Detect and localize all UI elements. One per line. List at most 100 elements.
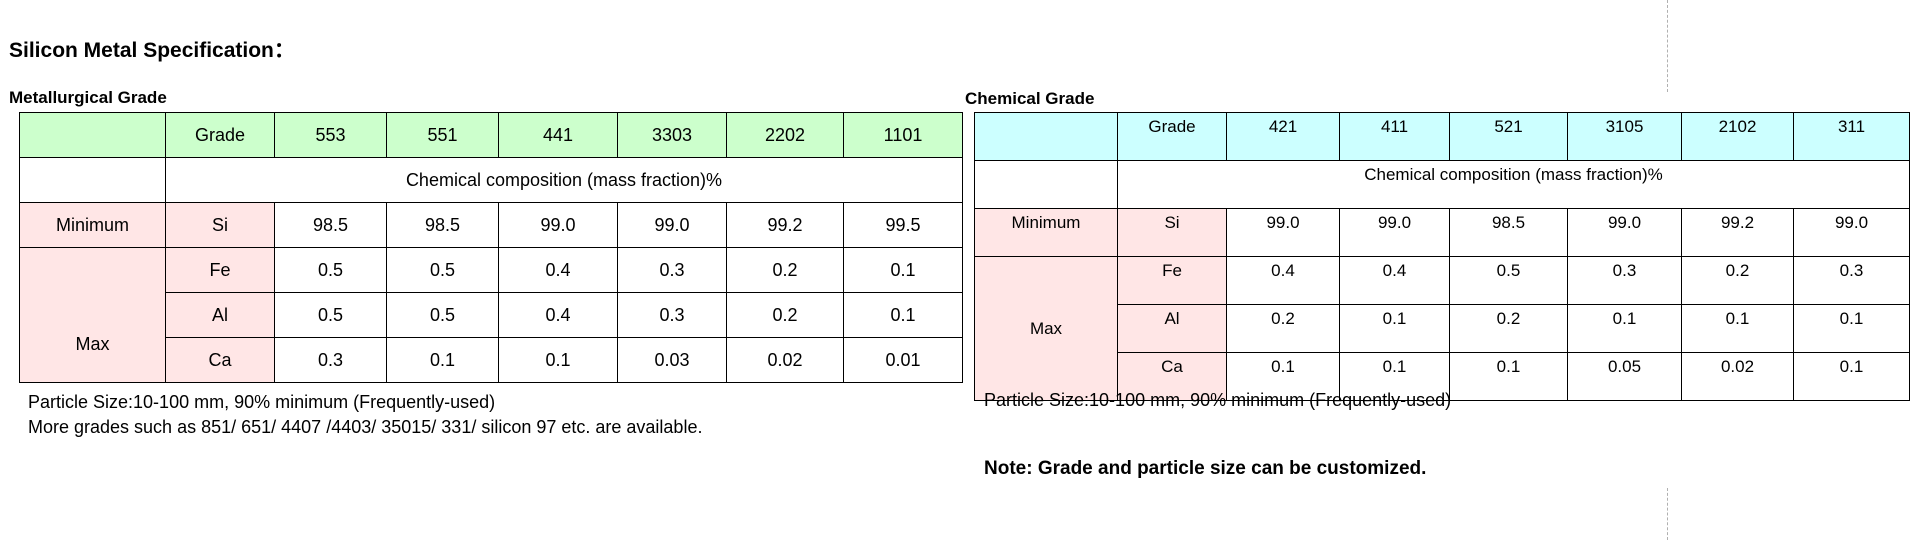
value-cell: 0.5 <box>1449 256 1568 305</box>
value-cell: 0.1 <box>1339 352 1450 401</box>
value-cell: 0.5 <box>386 292 499 338</box>
table-header-row: Grade 553 551 441 3303 2202 1101 <box>19 112 963 158</box>
chemical-grade-title: Chemical Grade <box>965 89 1095 108</box>
grade-cell: 3303 <box>617 112 727 158</box>
value-cell: 0.4 <box>1339 256 1450 305</box>
value-cell: 0.3 <box>1567 256 1682 305</box>
value-cell: 0.5 <box>274 292 387 338</box>
value-cell: 0.1 <box>1793 304 1910 353</box>
header-empty-cell <box>974 112 1118 161</box>
value-cell: 0.2 <box>1449 304 1568 353</box>
table-row: Minimum Si 99.0 99.0 98.5 99.0 99.2 99.0 <box>974 208 1910 257</box>
value-cell: 0.02 <box>1681 352 1794 401</box>
value-cell: 98.5 <box>386 202 499 248</box>
composition-row: Chemical composition (mass fraction)% <box>19 157 963 203</box>
composition-label: Chemical composition (mass fraction)% <box>1117 160 1910 209</box>
table-row: Minimum Si 98.5 98.5 99.0 99.0 99.2 99.5 <box>19 202 963 248</box>
table-row: Max Fe 0.4 0.4 0.5 0.3 0.2 0.3 <box>974 256 1910 401</box>
minimum-label: Minimum <box>974 208 1118 257</box>
value-cell: 99.2 <box>726 202 844 248</box>
empty-cell <box>19 157 166 203</box>
value-cell: 0.1 <box>1567 304 1682 353</box>
value-cell: 0.1 <box>1449 352 1568 401</box>
value-cell: 0.1 <box>843 247 963 293</box>
grade-cell: 553 <box>274 112 387 158</box>
table-row: Al 0.2 0.1 0.2 0.1 0.1 0.1 <box>975 304 1910 353</box>
value-cell: 0.05 <box>1567 352 1682 401</box>
customization-note: Note: Grade and particle size can be cus… <box>984 458 1427 479</box>
grade-cell: 441 <box>498 112 618 158</box>
value-cell: 99.0 <box>1567 208 1682 257</box>
value-cell: 0.3 <box>617 247 727 293</box>
element-label: Al <box>165 292 275 338</box>
value-cell: 0.3 <box>274 337 387 383</box>
empty-cell <box>974 160 1118 209</box>
max-label: Max <box>19 247 166 383</box>
more-grades-note: More grades such as 851/ 651/ 4407 /4403… <box>28 417 703 437</box>
value-cell: 99.0 <box>1339 208 1450 257</box>
value-cell: 0.4 <box>1226 256 1340 305</box>
value-cell: 0.1 <box>843 292 963 338</box>
value-cell: 99.0 <box>1793 208 1910 257</box>
value-cell: 99.2 <box>1681 208 1794 257</box>
grade-label: Grade <box>1117 112 1227 161</box>
value-cell: 99.0 <box>498 202 618 248</box>
table-row: Ca 0.1 0.1 0.1 0.05 0.02 0.1 <box>975 352 1910 401</box>
element-label: Fe <box>1117 256 1227 305</box>
metallurgical-grade-title: Metallurgical Grade <box>9 88 167 107</box>
composition-label: Chemical composition (mass fraction)% <box>165 157 963 203</box>
value-cell: 0.4 <box>498 292 618 338</box>
particle-size-note: Particle Size:10-100 mm, 90% minimum (Fr… <box>28 392 496 412</box>
value-cell: 99.5 <box>843 202 963 248</box>
grade-cell: 411 <box>1339 112 1450 161</box>
value-cell: 0.5 <box>386 247 499 293</box>
value-cell: 0.4 <box>498 247 618 293</box>
value-cell: 0.5 <box>274 247 387 293</box>
metallurgical-grade-table: Grade 553 551 441 3303 2202 1101 Chemica… <box>19 112 963 383</box>
element-label: Ca <box>165 337 275 383</box>
table-row: Al 0.5 0.5 0.4 0.3 0.2 0.1 <box>20 292 963 338</box>
value-cell: 0.03 <box>617 337 727 383</box>
value-cell: 0.3 <box>617 292 727 338</box>
page-break-line-bottom <box>1667 488 1668 540</box>
particle-size-note: Particle Size:10-100 mm, 90% minimum (Fr… <box>984 390 1452 410</box>
table-row: Max Fe 0.5 0.5 0.4 0.3 0.2 0.1 <box>19 247 963 383</box>
element-label: Fe <box>165 247 275 293</box>
grade-cell: 3105 <box>1567 112 1682 161</box>
grade-cell: 421 <box>1226 112 1340 161</box>
chemical-grade-table: Grade 421 411 521 3105 2102 311 Chemical… <box>974 112 1910 401</box>
table-row: Ca 0.3 0.1 0.1 0.03 0.02 0.01 <box>20 337 963 383</box>
value-cell: 0.2 <box>1226 304 1340 353</box>
value-cell: 0.01 <box>843 337 963 383</box>
value-cell: 99.0 <box>1226 208 1340 257</box>
element-label: Si <box>1117 208 1227 257</box>
element-label: Al <box>1117 304 1227 353</box>
value-cell: 0.1 <box>386 337 499 383</box>
value-cell: 0.1 <box>1226 352 1340 401</box>
grade-cell: 521 <box>1449 112 1568 161</box>
element-label: Si <box>165 202 275 248</box>
value-cell: 98.5 <box>1449 208 1568 257</box>
value-cell: 98.5 <box>274 202 387 248</box>
grade-label: Grade <box>165 112 275 158</box>
value-cell: 0.1 <box>498 337 618 383</box>
grade-cell: 1101 <box>843 112 963 158</box>
value-cell: 0.3 <box>1793 256 1910 305</box>
page-title: Silicon Metal Specification： <box>9 39 295 62</box>
value-cell: 0.1 <box>1339 304 1450 353</box>
value-cell: 0.2 <box>1681 256 1794 305</box>
value-cell: 99.0 <box>617 202 727 248</box>
page-break-line-top <box>1667 0 1668 92</box>
grade-cell: 311 <box>1793 112 1910 161</box>
value-cell: 0.1 <box>1793 352 1910 401</box>
composition-row: Chemical composition (mass fraction)% <box>974 160 1910 209</box>
value-cell: 0.1 <box>1681 304 1794 353</box>
value-cell: 0.2 <box>726 292 844 338</box>
value-cell: 0.02 <box>726 337 844 383</box>
grade-cell: 2102 <box>1681 112 1794 161</box>
minimum-label: Minimum <box>19 202 166 248</box>
value-cell: 0.2 <box>726 247 844 293</box>
grade-cell: 2202 <box>726 112 844 158</box>
grade-cell: 551 <box>386 112 499 158</box>
max-label: Max <box>974 256 1118 401</box>
